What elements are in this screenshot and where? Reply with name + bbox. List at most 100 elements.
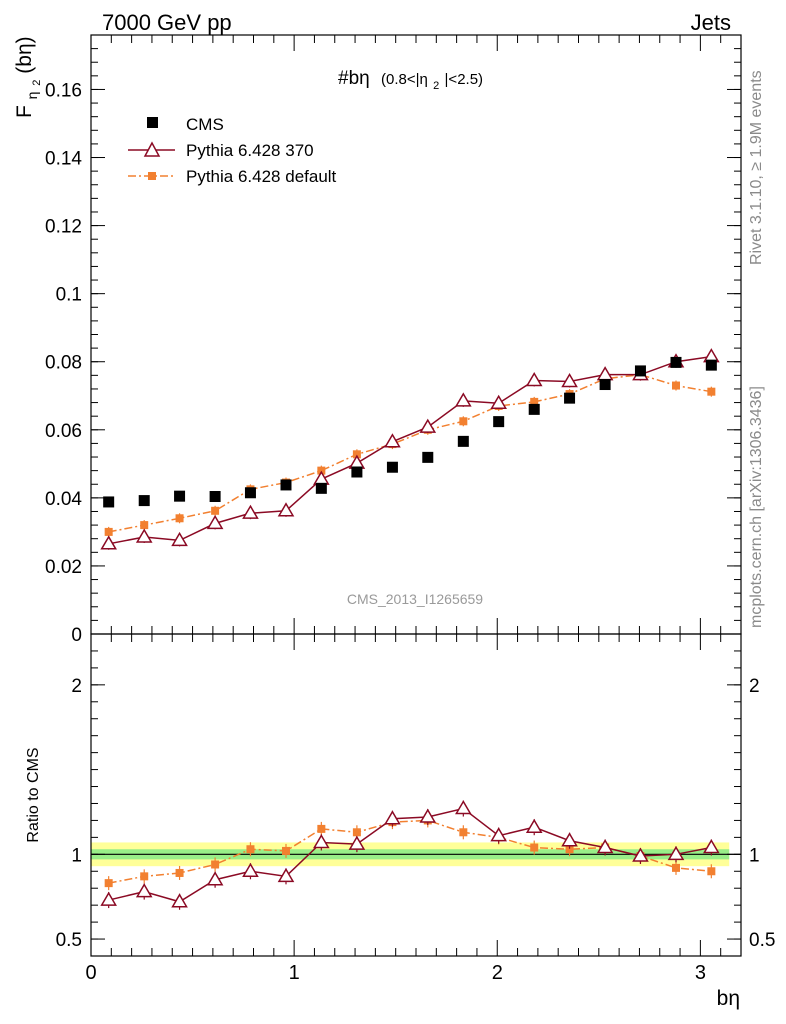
main-ytick-label: 0.02 [45, 557, 82, 578]
x-tick-label: 0 [85, 962, 96, 984]
ratio-point-pythia-370 [525, 818, 543, 833]
series-line-pythia-default [108, 373, 712, 533]
ratio-point-pythia-370 [703, 839, 720, 854]
point-cms [103, 496, 115, 508]
point-cms [634, 365, 646, 377]
ratio-panel: 0.5 0.5 1 1 2 2 0 1 2 3 Ratio to CMS bη [25, 633, 775, 1010]
point-pythia-default [530, 397, 539, 406]
ratio-point-pythia-370 [171, 893, 188, 908]
point-cms [138, 495, 150, 507]
ratio-point-pythia-370 [242, 862, 259, 878]
point-cms [209, 491, 221, 503]
ratio-point-pythia-default [459, 828, 468, 837]
point-pythia-370 [490, 394, 507, 409]
ratio-ytick-label-left: 1 [71, 845, 82, 866]
legend-marker-pythia-default [148, 172, 156, 180]
x-tick-label: 2 [492, 962, 503, 984]
mcplots-label: mcplots.cern.ch [arXiv:1306.3436] [748, 386, 765, 628]
point-cms [315, 482, 327, 494]
point-pythia-default [140, 521, 149, 530]
legend-label-pythia-default: Pythia 6.428 default [186, 167, 337, 186]
point-pythia-370 [384, 433, 401, 448]
ratio-point-pythia-370 [348, 835, 366, 850]
point-cms [280, 479, 292, 491]
point-pythia-370 [525, 371, 543, 387]
main-panel: 0 0.02 0.04 0.06 0.08 0.1 0.12 0.14 0.16 #bη (0.… [13, 34, 742, 646]
point-pythia-default [672, 381, 680, 390]
ratio-point-pythia-370 [206, 871, 224, 886]
point-cms [528, 403, 540, 415]
main-ytick-label: 0.12 [45, 217, 82, 238]
point-pythia-370 [561, 372, 578, 388]
point-pythia-default [175, 514, 184, 523]
x-tick-label: 3 [695, 962, 706, 984]
legend-label-cms: CMS [186, 115, 224, 134]
ratio-ytick-label-right: 0.5 [749, 930, 775, 951]
x-tick-label: 1 [289, 962, 300, 984]
ratio-point-pythia-default [104, 879, 113, 888]
point-cms [422, 451, 434, 463]
ratio-point-pythia-default [246, 845, 255, 854]
header-right: Jets [691, 10, 731, 35]
plot-title-sub: (0.8<|η [381, 71, 428, 88]
legend: CMS Pythia 6.428 370 Pythia 6.428 defaul… [128, 115, 337, 186]
ratio-point-pythia-default [672, 863, 680, 872]
main-ytick-label: 0 [71, 625, 82, 646]
point-pythia-370 [348, 454, 366, 469]
ratio-point-pythia-370 [490, 827, 507, 842]
point-cms [670, 356, 682, 368]
ratio-point-pythia-370 [135, 883, 153, 898]
ratio-point-pythia-370 [277, 867, 295, 883]
point-cms [493, 416, 505, 428]
main-ytick-label: 0.06 [45, 421, 82, 442]
ratio-point-pythia-370 [455, 800, 472, 815]
ratio-ylabel: Ratio to CMS [25, 747, 42, 842]
ratio-point-pythia-default [140, 872, 149, 881]
plot-title-sub-end: |<2.5) [445, 71, 484, 88]
point-cms [564, 392, 576, 404]
point-pythia-default [352, 450, 361, 459]
point-cms [244, 487, 256, 499]
ratio-point-pythia-370 [596, 839, 614, 854]
main-ytick-label: 0.16 [45, 80, 82, 101]
point-pythia-default [104, 527, 113, 536]
main-ytick-label: 0.1 [56, 285, 82, 306]
legend-entry-cms: CMS [147, 115, 224, 134]
rivet-label: Rivet 3.1.10, ≥ 1.9M events [748, 70, 765, 265]
main-ylabel: F η 2 (bη) [13, 36, 45, 118]
point-pythia-370 [171, 531, 188, 547]
ratio-ytick-label-right: 1 [749, 845, 760, 866]
ratio-point-pythia-370 [313, 833, 330, 849]
ratio-point-pythia-default [175, 868, 184, 877]
main-ytick-label: 0.04 [45, 489, 82, 510]
ratio-point-pythia-370 [100, 891, 117, 906]
ratio-point-pythia-370 [667, 845, 685, 861]
point-cms [386, 461, 398, 473]
ratio-point-pythia-370 [632, 847, 649, 862]
legend-marker-pythia-370 [143, 141, 161, 157]
legend-entry-pythia-370: Pythia 6.428 370 [128, 141, 314, 160]
header-left: 7000 GeV pp [102, 10, 232, 35]
point-pythia-370 [313, 470, 330, 485]
plot-title-sub-index: 2 [433, 80, 439, 92]
legend-label-pythia-370: Pythia 6.428 370 [186, 141, 314, 160]
main-ylabel-f: F [13, 105, 36, 118]
ratio-point-pythia-370 [384, 810, 401, 825]
ratio-ytick-label-left: 2 [71, 676, 82, 697]
ratio-point-pythia-default [707, 867, 716, 876]
ratio-ytick-label-right: 2 [749, 676, 760, 697]
point-cms [457, 435, 469, 447]
main-ylabel-sub: η [24, 92, 40, 100]
ratio-point-pythia-370 [419, 808, 437, 823]
main-ylabel-end: (bη) [13, 36, 36, 73]
point-pythia-370 [100, 535, 117, 550]
point-cms [351, 466, 363, 478]
point-pythia-370 [135, 528, 153, 543]
legend-entry-pythia-default: Pythia 6.428 default [128, 167, 337, 186]
point-cms [705, 359, 717, 371]
main-ylabel-sub2: 2 [31, 80, 43, 86]
ratio-point-pythia-default [317, 824, 326, 833]
ratio-point-pythia-370 [561, 832, 578, 847]
point-pythia-default [317, 466, 326, 475]
